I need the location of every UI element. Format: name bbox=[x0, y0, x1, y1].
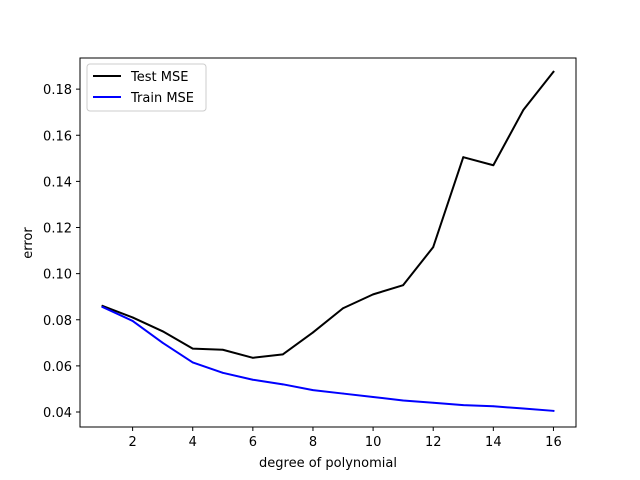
data-point-train-mse bbox=[191, 361, 194, 364]
data-point-test-mse bbox=[282, 353, 284, 356]
data-point-train-mse bbox=[101, 306, 104, 308]
data-point-test-mse bbox=[432, 246, 435, 249]
data-point-train-mse bbox=[161, 341, 164, 344]
data-point-test-mse bbox=[161, 330, 164, 333]
data-point-train-mse bbox=[432, 401, 435, 404]
x-tick-label: 14 bbox=[485, 435, 502, 450]
x-tick-label: 16 bbox=[545, 435, 562, 450]
data-point-test-mse bbox=[372, 293, 374, 296]
x-axis-label: degree of polynomial bbox=[259, 456, 397, 471]
data-point-train-mse bbox=[282, 383, 284, 386]
y-axis: 0.04 0.06 0.08 0.10 0.12 0.14 0.16 0.18 bbox=[43, 83, 80, 421]
data-point-train-mse bbox=[402, 399, 405, 402]
data-point-test-mse bbox=[492, 164, 495, 167]
x-tick-label: 8 bbox=[309, 435, 317, 450]
series-layer bbox=[101, 70, 555, 412]
data-point-train-mse bbox=[552, 409, 555, 412]
data-point-train-mse bbox=[372, 396, 374, 398]
x-tick-label: 12 bbox=[425, 435, 442, 450]
series-line-train-mse bbox=[101, 305, 555, 412]
legend-label-train-mse: Train MSE bbox=[130, 91, 194, 106]
y-tick-label: 0.18 bbox=[43, 83, 72, 98]
data-point-test-mse bbox=[251, 356, 254, 359]
data-point-train-mse bbox=[342, 392, 344, 395]
x-tick-label: 4 bbox=[189, 435, 197, 450]
data-point-train-mse bbox=[131, 320, 134, 322]
data-point-test-mse bbox=[462, 156, 465, 159]
x-tick-label: 6 bbox=[249, 435, 257, 450]
x-tick-label: 10 bbox=[365, 435, 382, 450]
legend-label-test-mse: Test MSE bbox=[130, 70, 188, 85]
data-point-train-mse bbox=[492, 405, 495, 408]
data-point-train-mse bbox=[251, 378, 254, 381]
data-point-train-mse bbox=[221, 371, 224, 374]
data-point-test-mse bbox=[312, 331, 314, 334]
y-tick-label: 0.06 bbox=[43, 360, 72, 375]
data-point-train-mse bbox=[462, 404, 465, 406]
y-tick-label: 0.16 bbox=[43, 129, 72, 144]
plot-frame bbox=[79, 57, 577, 428]
data-point-test-mse bbox=[221, 348, 224, 351]
y-tick-label: 0.08 bbox=[43, 314, 72, 329]
legend: Test MSE Train MSE bbox=[86, 63, 207, 112]
data-point-test-mse bbox=[552, 70, 555, 73]
y-axis-label: error bbox=[21, 227, 36, 259]
y-tick-label: 0.04 bbox=[43, 406, 72, 421]
x-tick-label: 2 bbox=[128, 435, 136, 450]
y-tick-label: 0.12 bbox=[43, 222, 72, 237]
data-point-test-mse bbox=[342, 307, 344, 310]
data-point-test-mse bbox=[522, 108, 525, 111]
series-line-test-mse bbox=[101, 70, 555, 359]
y-tick-label: 0.10 bbox=[43, 268, 72, 283]
data-point-train-mse bbox=[522, 407, 525, 410]
data-point-train-mse bbox=[312, 389, 314, 391]
data-point-test-mse bbox=[131, 316, 134, 319]
x-axis: 2 4 6 8 10 12 14 16 bbox=[128, 427, 562, 450]
data-point-test-mse bbox=[402, 284, 405, 287]
data-point-test-mse bbox=[191, 347, 194, 350]
y-tick-label: 0.14 bbox=[43, 175, 72, 190]
